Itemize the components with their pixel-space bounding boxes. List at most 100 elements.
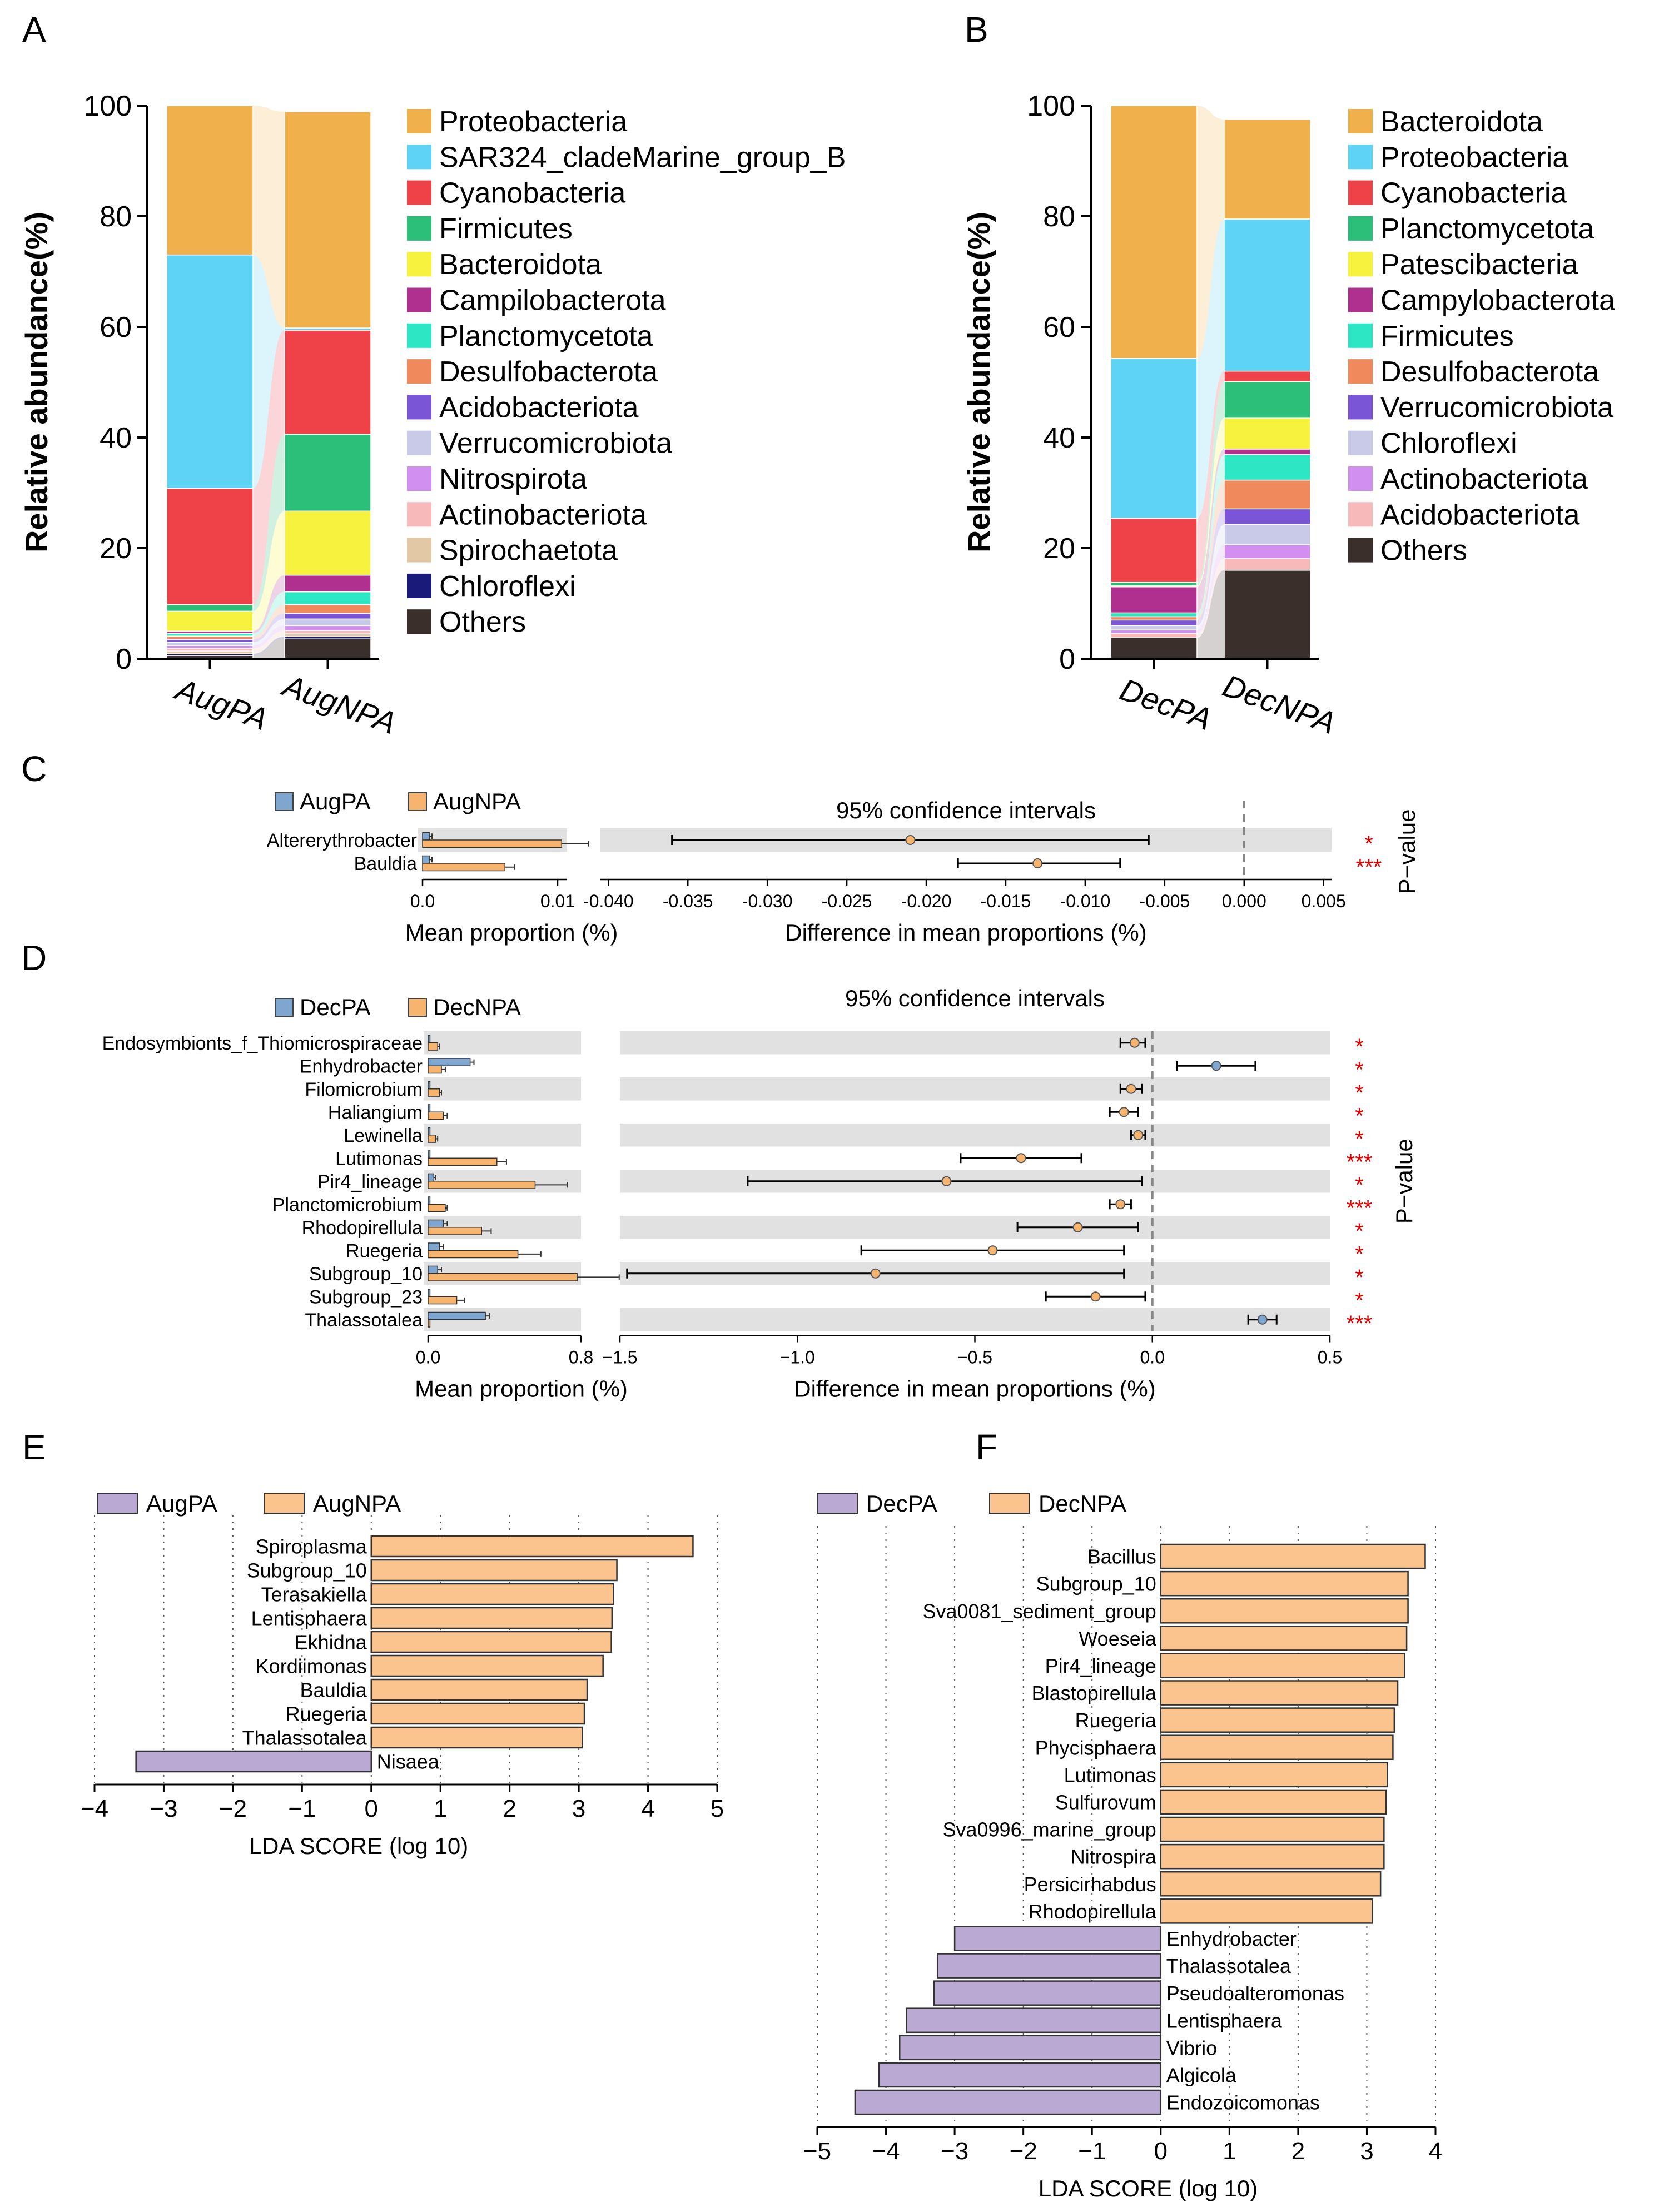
category-label: Pir4_lineage — [317, 1171, 423, 1192]
legend-swatch — [407, 216, 431, 241]
legend-label: Proteobacteria — [1380, 141, 1568, 173]
lda-bar — [933, 1980, 1162, 2006]
category-label: Endosymbionts_f_Thiomicrospiraceae — [102, 1033, 423, 1054]
lda-bar — [1160, 1816, 1385, 1842]
bar-segment-decpa-bacteroidota — [1110, 105, 1198, 359]
flow-spirochaetota — [253, 634, 285, 654]
lda-bar-label: Ruegeria — [1075, 1709, 1157, 1732]
x-tick-label: −5 — [803, 2138, 831, 2165]
x-tick-label: −3 — [150, 1795, 177, 1822]
x-tick-label: AugNPA — [277, 667, 401, 740]
lda-bar-label: Nisaea — [377, 1751, 440, 1773]
difference-point — [1016, 1153, 1026, 1164]
legend-swatch — [1348, 216, 1373, 241]
lda-bar-label: Kordiimonas — [256, 1655, 367, 1678]
legend-label: Actinobacteriota — [1380, 463, 1588, 495]
legend-label: Firmicutes — [439, 213, 573, 245]
bar-segment-decpa-others — [1110, 637, 1198, 659]
legend-swatch — [407, 609, 431, 634]
mean-bar-decnpa — [428, 1088, 440, 1097]
lda-bar-label: Thalassotalea — [1166, 1955, 1291, 1977]
lda-bar — [370, 1559, 618, 1582]
mean-bar-decpa — [428, 1035, 431, 1043]
lda-bar-label: Pir4_lineage — [1045, 1654, 1156, 1677]
y-tick-label: 80 — [1043, 201, 1075, 233]
mean-axis-tick-label: 0.8 — [569, 1348, 593, 1368]
legend-label: SAR324_cladeMarine_group_B — [439, 141, 846, 173]
category-label: Lewinella — [344, 1125, 423, 1146]
legend-label: Others — [1380, 535, 1467, 567]
x-tick-label: −1 — [1078, 2138, 1106, 2165]
lda-bar — [1160, 1707, 1395, 1733]
legend-swatch — [407, 573, 431, 598]
bar-segment-decpa-actinobacteriota — [1110, 629, 1198, 634]
diff-axis-tick-label: -0.030 — [742, 891, 793, 911]
legend-label: Planctomycetota — [439, 320, 653, 352]
mean-axis-title: Mean proportion (%) — [415, 1376, 628, 1402]
lda-bar-label: Blastopirellula — [1032, 1682, 1157, 1704]
panel-label-c: C — [21, 749, 47, 789]
diff-axis-tick-label: −0.5 — [957, 1348, 992, 1368]
flow-bacteroidota — [253, 511, 285, 632]
lda-bar — [370, 1607, 613, 1629]
flow-bacteroidota — [1197, 106, 1224, 359]
lda-bar-label: Persicirhabdus — [1024, 1873, 1156, 1896]
lda-bar — [1160, 1871, 1382, 1897]
lda-bar-label: Bauldia — [300, 1679, 367, 1702]
flow-desulfobacterota — [253, 604, 285, 640]
legend-swatch — [1348, 395, 1373, 420]
legend-label: Chloroflexi — [439, 570, 576, 603]
flow-proteobacteria — [1197, 218, 1224, 519]
mean-bar-decnpa — [428, 1065, 442, 1074]
lda-bar — [1160, 1543, 1426, 1569]
mean-bar-decpa — [428, 1196, 431, 1205]
flow-campilobacterota — [253, 575, 285, 634]
legend-label: Bacteroidota — [1380, 106, 1543, 138]
lda-bar — [936, 1953, 1162, 1979]
mean-bar-decpa — [428, 1150, 431, 1159]
category-label: Rhodopirellula — [302, 1217, 423, 1239]
legend-swatch — [1348, 430, 1373, 455]
lda-bar-label: Lentisphaera — [1166, 2009, 1283, 2032]
diff-axis-tick-label: -0.025 — [822, 891, 872, 911]
category-label: Subgroup_23 — [309, 1286, 423, 1308]
legend-label: Desulfobacterota — [1380, 356, 1599, 388]
lda-bar-label: Sulfurovum — [1055, 1791, 1156, 1813]
mean-bar-augpa — [422, 855, 430, 864]
legend-label: Cyanobacteria — [439, 177, 625, 210]
category-label: Filomicrobium — [305, 1079, 423, 1100]
legend-label: Desulfobacterota — [439, 356, 658, 388]
mean-bar-decnpa — [428, 1135, 436, 1143]
lda-bar — [1160, 1843, 1385, 1870]
y-tick-label: 60 — [1043, 311, 1075, 344]
y-tick-label: 100 — [1027, 90, 1075, 122]
bar-segment-augpa-proteobacteria — [166, 105, 254, 256]
bar-segment-decnpa-cyanobacteria — [1224, 370, 1311, 382]
row-stripe-mean — [424, 1124, 581, 1147]
category-label: Haliangium — [328, 1102, 423, 1123]
bar-segment-decnpa-actinobacteriota — [1224, 544, 1311, 559]
ci-title: 95% confidence intervals — [836, 797, 1096, 823]
y-tick-label: 20 — [100, 533, 132, 565]
bar-segment-augnpa-desulfobacterota — [284, 604, 371, 614]
lda-bar — [878, 2062, 1162, 2088]
lda-bar-label: Lentisphaera — [251, 1607, 367, 1630]
lda-bar-label: Endozoicomonas — [1166, 2091, 1320, 2114]
pvalue-stars: *** — [1347, 1150, 1373, 1174]
panel-label-e: E — [22, 1427, 46, 1467]
bar-segment-augpa-firmicutes — [166, 604, 254, 612]
bar-segment-augnpa-nitrospirota — [284, 625, 371, 632]
mean-bar-decnpa — [428, 1157, 498, 1166]
bar-segment-augpa-desulfobacterota — [166, 635, 254, 640]
pvalue-axis-title: P−value — [1391, 1139, 1417, 1224]
mean-bar-decnpa — [428, 1273, 578, 1281]
lda-bar — [135, 1750, 372, 1773]
mean-bar-decpa — [428, 1219, 444, 1228]
lda-bar — [370, 1702, 585, 1725]
pvalue-stars: * — [1355, 1035, 1364, 1059]
x-axis-title: LDA SCORE (log 10) — [1039, 2175, 1258, 2201]
lda-bar-label: Pseudoalteromonas — [1166, 1982, 1344, 2005]
diff-axis-title: Difference in mean proportions (%) — [794, 1376, 1156, 1402]
x-tick-label: AugPA — [170, 671, 272, 737]
